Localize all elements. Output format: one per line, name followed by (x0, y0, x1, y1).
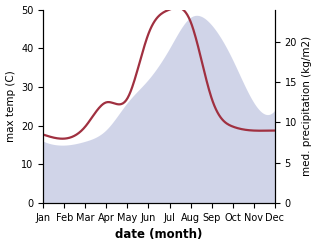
Y-axis label: max temp (C): max temp (C) (5, 70, 16, 142)
Y-axis label: med. precipitation (kg/m2): med. precipitation (kg/m2) (302, 36, 313, 176)
X-axis label: date (month): date (month) (115, 228, 203, 242)
